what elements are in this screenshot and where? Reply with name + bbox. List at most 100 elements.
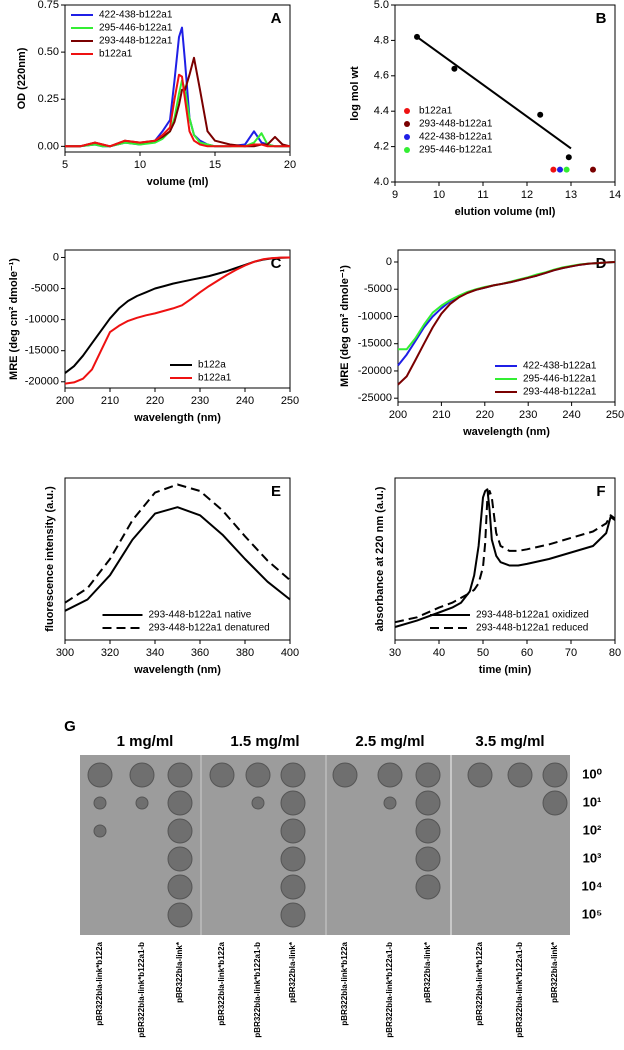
colony-spot bbox=[280, 846, 306, 872]
y-tick-label: 4.0 bbox=[374, 176, 389, 188]
y-tick-label: 0.25 bbox=[38, 93, 59, 105]
x-tick-label: 230 bbox=[519, 409, 537, 421]
series-line bbox=[64, 506, 291, 612]
colony-spot bbox=[280, 902, 306, 928]
panel-label: G bbox=[64, 718, 76, 735]
legend-swatch bbox=[404, 108, 410, 114]
y-axis-label: OD (220nm) bbox=[16, 47, 28, 109]
colony-spot bbox=[167, 874, 193, 900]
dilution-label: 10² bbox=[583, 822, 602, 837]
y-tick-label: 4.2 bbox=[374, 141, 389, 153]
series-line bbox=[397, 261, 616, 386]
x-tick-label: 30 bbox=[389, 647, 401, 659]
legend-label: 422-438-b122a1 bbox=[99, 10, 173, 21]
colony-spot bbox=[415, 874, 441, 900]
x-tick-label: 230 bbox=[191, 395, 209, 407]
plot-frame bbox=[64, 477, 291, 641]
dilution-label: 10¹ bbox=[583, 794, 602, 809]
colony-spot bbox=[93, 824, 107, 838]
x-tick-label: 240 bbox=[236, 395, 254, 407]
x-tick-label: 50 bbox=[477, 647, 489, 659]
x-tick-label: 300 bbox=[56, 647, 74, 659]
legend-label: 293-448-b122a1 bbox=[99, 36, 173, 47]
x-tick-label: 20 bbox=[284, 159, 296, 171]
x-tick-label: 40 bbox=[433, 647, 445, 659]
strain-label: pBR322bla-link*b122a bbox=[95, 941, 104, 1025]
x-tick-label: 360 bbox=[191, 647, 209, 659]
y-tick-label: 0.75 bbox=[38, 0, 59, 11]
colony-spot bbox=[542, 762, 568, 788]
legend-label: b122a1 bbox=[198, 373, 232, 384]
y-tick-label: 0.50 bbox=[38, 46, 59, 58]
concentration-label: 3.5 mg/ml bbox=[475, 733, 544, 750]
plot-frame bbox=[394, 4, 616, 183]
concentration-label: 1 mg/ml bbox=[117, 733, 174, 750]
legend-label: 295-446-b122a1 bbox=[99, 23, 173, 34]
legend-label: 295-446-b122a1 bbox=[523, 374, 597, 385]
strain-label: pBR322bla-link* bbox=[175, 941, 184, 1003]
strain-label: pBR322bla-link*b122a bbox=[340, 941, 349, 1025]
plot-frame bbox=[394, 477, 616, 641]
x-axis-label: wavelength (nm) bbox=[462, 426, 550, 438]
colony-spot bbox=[209, 762, 235, 788]
x-tick-label: 60 bbox=[521, 647, 533, 659]
series-line bbox=[397, 261, 616, 367]
series-line bbox=[65, 73, 290, 148]
x-tick-label: 80 bbox=[609, 647, 621, 659]
y-tick-label: -15000 bbox=[358, 338, 392, 350]
colony-spot bbox=[93, 796, 107, 810]
y-tick-label: -20000 bbox=[358, 365, 392, 377]
data-point bbox=[563, 166, 570, 173]
legend-label: 293-448-b122a1 bbox=[419, 119, 493, 130]
series-line bbox=[416, 36, 572, 150]
data-point bbox=[590, 166, 596, 173]
data-point bbox=[550, 166, 557, 173]
plot-frame bbox=[64, 249, 291, 389]
x-tick-label: 14 bbox=[609, 189, 621, 201]
colony-spot bbox=[415, 790, 441, 816]
colony-spot bbox=[415, 762, 441, 788]
panel-label: F bbox=[596, 483, 605, 500]
x-tick-label: 380 bbox=[236, 647, 254, 659]
legend-swatch bbox=[404, 134, 410, 140]
data-point bbox=[565, 154, 572, 161]
plate-divider bbox=[325, 755, 327, 935]
colony-spot bbox=[167, 902, 193, 928]
y-tick-label: -20000 bbox=[25, 376, 59, 388]
plate-divider bbox=[200, 755, 202, 935]
colony-spot bbox=[507, 762, 533, 788]
y-tick-label: 4.6 bbox=[374, 70, 389, 82]
x-tick-label: 10 bbox=[134, 159, 146, 171]
panel-label: E bbox=[271, 483, 281, 500]
x-tick-label: 10 bbox=[433, 189, 445, 201]
x-tick-label: 13 bbox=[565, 189, 577, 201]
legend-label: b122a1 bbox=[419, 106, 453, 117]
colony-spot bbox=[280, 818, 306, 844]
dilution-label: 10⁵ bbox=[582, 906, 603, 921]
strain-label: pBR322bla-link*b122a1-b bbox=[253, 942, 262, 1038]
legend-label: 422-438-b122a1 bbox=[419, 132, 493, 143]
colony-spot bbox=[332, 762, 358, 788]
x-tick-label: 11 bbox=[477, 189, 488, 201]
x-axis-label: wavelength (nm) bbox=[133, 412, 221, 424]
legend-swatch bbox=[404, 147, 410, 153]
strain-label: pBR322bla-link*b122a1-b bbox=[515, 942, 524, 1038]
plate-divider bbox=[450, 755, 452, 935]
x-axis-label: time (min) bbox=[479, 664, 532, 676]
x-axis-label: volume (ml) bbox=[147, 176, 209, 188]
data-point bbox=[537, 111, 544, 118]
legend-label: 293-448-b122a1 oxidized bbox=[476, 610, 589, 621]
legend-label: b122a1 bbox=[99, 49, 133, 60]
y-axis-label: absorbance at 220 nm (a.u.) bbox=[374, 486, 386, 631]
y-axis-label: fluorescence intensity (a.u.) bbox=[44, 486, 56, 632]
y-tick-label: -10000 bbox=[358, 310, 392, 322]
x-axis-label: wavelength (nm) bbox=[133, 664, 221, 676]
dilution-label: 10⁰ bbox=[582, 766, 602, 781]
x-tick-label: 9 bbox=[392, 189, 398, 201]
y-tick-label: 0.00 bbox=[38, 140, 59, 152]
x-tick-label: 320 bbox=[101, 647, 119, 659]
y-tick-label: 0 bbox=[53, 251, 59, 263]
y-tick-label: 0 bbox=[386, 256, 392, 268]
legend-label: 293-448-b122a1 reduced bbox=[476, 623, 588, 634]
